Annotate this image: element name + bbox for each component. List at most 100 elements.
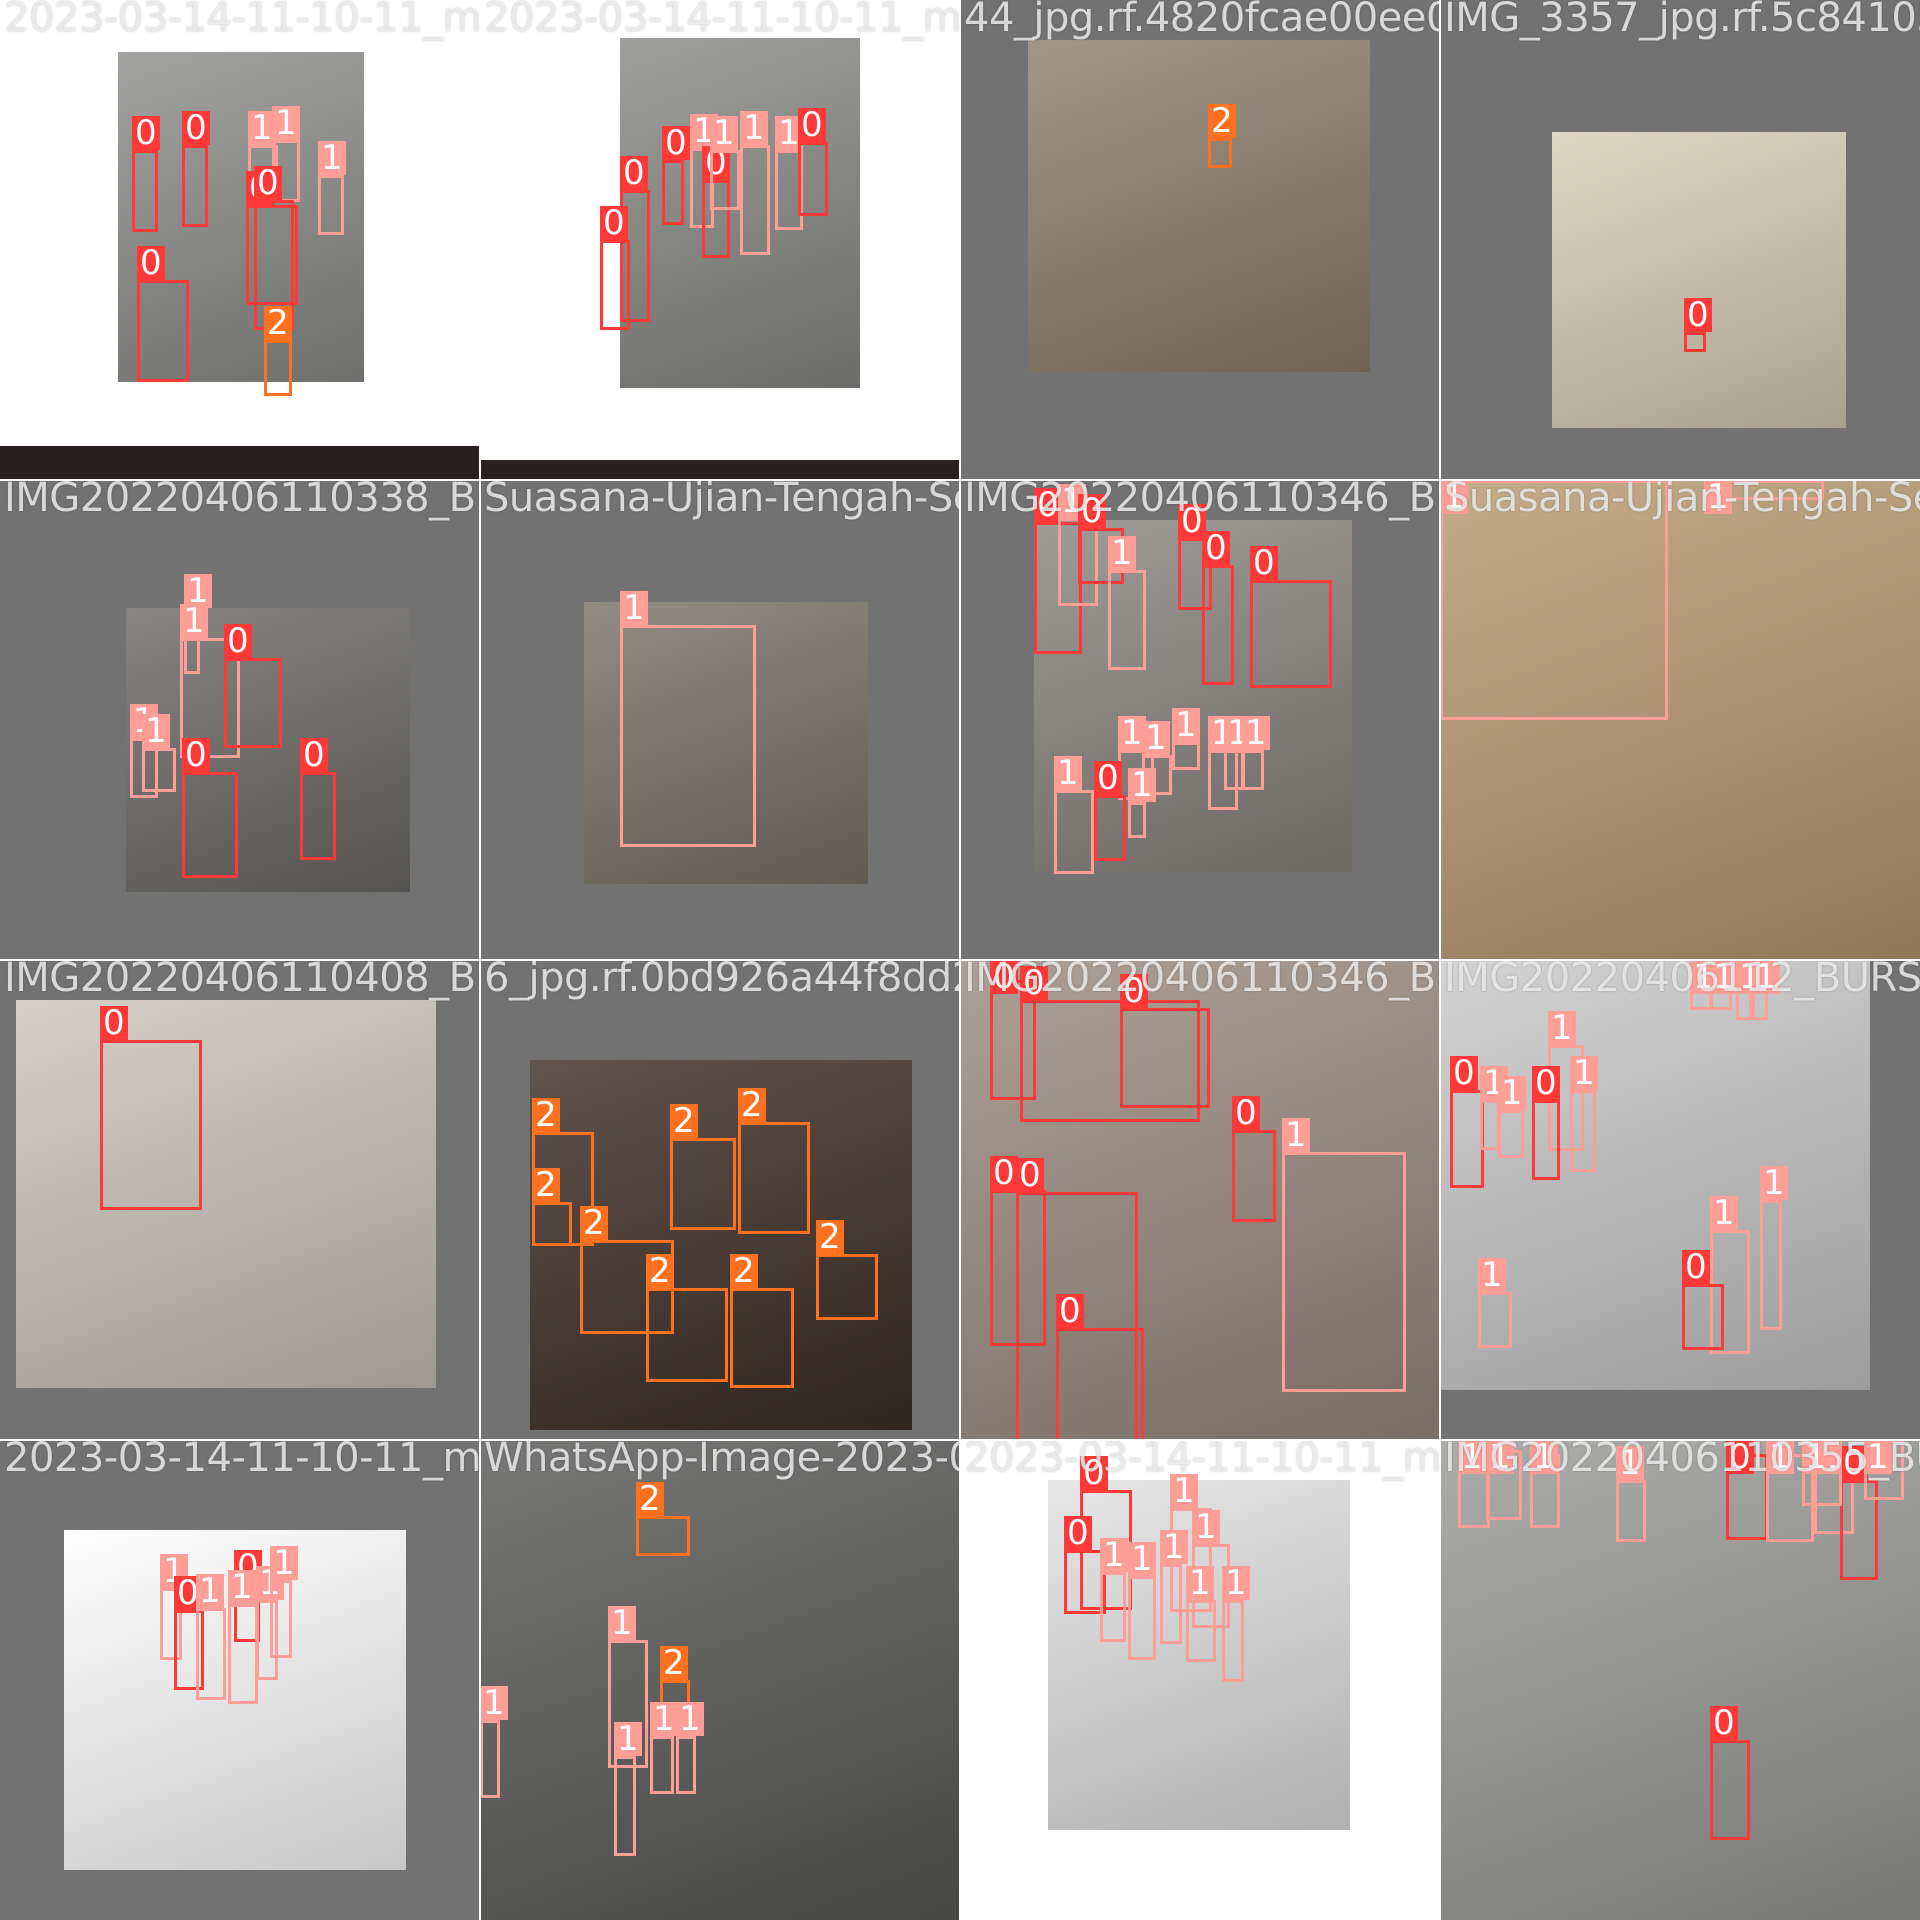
class-label: 0	[620, 156, 648, 190]
detection-box-class-0	[1250, 580, 1332, 688]
detection-box-class-1	[1440, 480, 1668, 720]
class-label: 0	[182, 738, 210, 772]
class-label: 0	[1016, 1158, 1044, 1192]
class-label: 1	[1186, 1566, 1214, 1600]
detection-box-class-1	[1224, 750, 1244, 790]
class-label: 0	[137, 246, 165, 280]
detection-box-class-1	[160, 1588, 182, 1660]
detection-box-class-1	[614, 1756, 636, 1856]
detection-box-class-1	[620, 625, 756, 847]
class-label: 2	[738, 1088, 766, 1122]
detection-box-class-0	[174, 1610, 204, 1690]
scene-photo	[960, 960, 1440, 1440]
class-label: 0	[1202, 531, 1230, 565]
class-label: 1	[1128, 1542, 1156, 1576]
class-label: 1	[1054, 756, 1082, 790]
class-label: 0	[300, 738, 328, 772]
class-label: 1	[1802, 1440, 1830, 1474]
class-label: 1	[248, 111, 276, 145]
detection-box-class-1	[676, 1736, 696, 1794]
class-label: 0	[1684, 298, 1712, 332]
class-label: 0	[1726, 1440, 1754, 1474]
detection-box-class-1	[1616, 1480, 1646, 1542]
detection-box-class-2	[738, 1122, 810, 1234]
class-label: 0	[1080, 1456, 1108, 1490]
class-label: 2	[816, 1220, 844, 1254]
detection-box-class-1	[1498, 1110, 1524, 1158]
scene-photo	[1440, 480, 1920, 960]
class-label: 1	[1766, 1440, 1794, 1474]
detection-box-class-0	[1064, 1550, 1106, 1614]
tile-caption: IMG20220406110346_BURST	[964, 960, 1440, 1001]
detection-box-class-1	[650, 1736, 674, 1794]
tile-caption: 2023-03-14-11-10-11_mp4-240	[4, 0, 480, 41]
class-label: 1	[1118, 716, 1146, 750]
class-label: 1	[1752, 960, 1780, 994]
class-label: 0	[1682, 1250, 1710, 1284]
detection-box-class-1	[1222, 1600, 1244, 1682]
detection-box-class-0	[620, 190, 650, 322]
class-label: 0	[1178, 504, 1206, 538]
class-label: 0	[100, 1006, 128, 1040]
class-label: 1	[228, 1570, 256, 1604]
mosaic-tile: 0 IMG20220406110408_BURST010_jpg	[0, 960, 480, 1440]
class-label: 1	[272, 106, 300, 140]
taskbar-strip	[0, 446, 480, 480]
class-label: 1	[1478, 1258, 1506, 1292]
class-label: 1	[1192, 1510, 1220, 1544]
scene-photo	[16, 1000, 436, 1388]
class-label: 2	[532, 1168, 560, 1202]
scene-photo	[1440, 960, 1870, 1390]
tile-caption: IMG20220406110346_BURST001_jpg	[964, 480, 1440, 521]
class-label: 1	[1530, 1440, 1558, 1474]
class-label: 0	[1532, 1066, 1560, 1100]
detection-box-class-0	[224, 658, 282, 748]
detection-box-class-1	[1480, 1100, 1500, 1150]
detection-box-class-0	[182, 772, 238, 878]
mosaic-tile: 11101101110IMG20220406110355_BUR	[1440, 1440, 1920, 1920]
detection-box-class-0	[600, 240, 630, 330]
detection-box-class-2	[532, 1202, 572, 1246]
class-label: 1	[1222, 1566, 1250, 1600]
class-label: 1	[1170, 1474, 1198, 1508]
detection-box-class-0	[1016, 1192, 1138, 1440]
class-label: 1	[1710, 1196, 1738, 1230]
class-label: 1	[318, 141, 346, 175]
tile-caption: Suasana-Ujian-Tengah-Semester	[484, 480, 960, 521]
class-label: 1	[608, 1606, 636, 1640]
detection-box-class-2	[1208, 138, 1232, 168]
detection-box-class-1	[775, 150, 803, 230]
detection-box-class-1	[608, 1640, 648, 1768]
class-label: 1	[1760, 1166, 1788, 1200]
detection-box-class-1	[740, 145, 770, 255]
detection-box-class-0	[1840, 1480, 1878, 1580]
detection-box-class-1	[1208, 750, 1238, 810]
tile-caption: IMG_3357_jpg.rf.5c84105e560a2946ae	[1444, 0, 1920, 41]
tile-caption: 2023-03-14-11-10-11_mp4-144	[484, 0, 960, 41]
class-label: 1	[676, 1702, 704, 1736]
mosaic-tile: 2 44_jpg.rf.4820fcae00ee0d26	[960, 0, 1440, 480]
detection-box-class-0	[100, 1040, 202, 1210]
class-label: 0	[132, 116, 160, 150]
class-label: 1	[184, 574, 212, 608]
detection-box-class-1	[1172, 742, 1200, 770]
mosaic-tile: 1101100IMG20220406110338_BURST005_jpg.rf…	[0, 480, 480, 960]
class-label: 2	[730, 1254, 758, 1288]
tile-caption: IMG20220406110408_BURST010_jpg	[4, 960, 480, 1001]
detection-box-class-1	[142, 748, 176, 792]
detection-box-class-1	[1100, 1572, 1126, 1642]
detection-box-class-1	[228, 1604, 258, 1704]
tile-caption: IMG20220406110338_BURST005_jpg.rf.0e99	[4, 480, 480, 521]
detection-box-class-0	[1532, 1100, 1560, 1180]
class-label: 0	[1120, 974, 1148, 1008]
mosaic-tile: 0 IMG_3357_jpg.rf.5c84105e560a2946ae	[1440, 0, 1920, 480]
class-label: 1	[1440, 480, 1468, 514]
detection-box-class-1	[1570, 1090, 1596, 1172]
class-label: 1	[142, 714, 170, 748]
class-label: 1	[1108, 536, 1136, 570]
scene-photo	[584, 602, 868, 884]
detection-box-class-0	[1020, 1000, 1200, 1122]
class-label: 1	[1864, 1440, 1892, 1474]
